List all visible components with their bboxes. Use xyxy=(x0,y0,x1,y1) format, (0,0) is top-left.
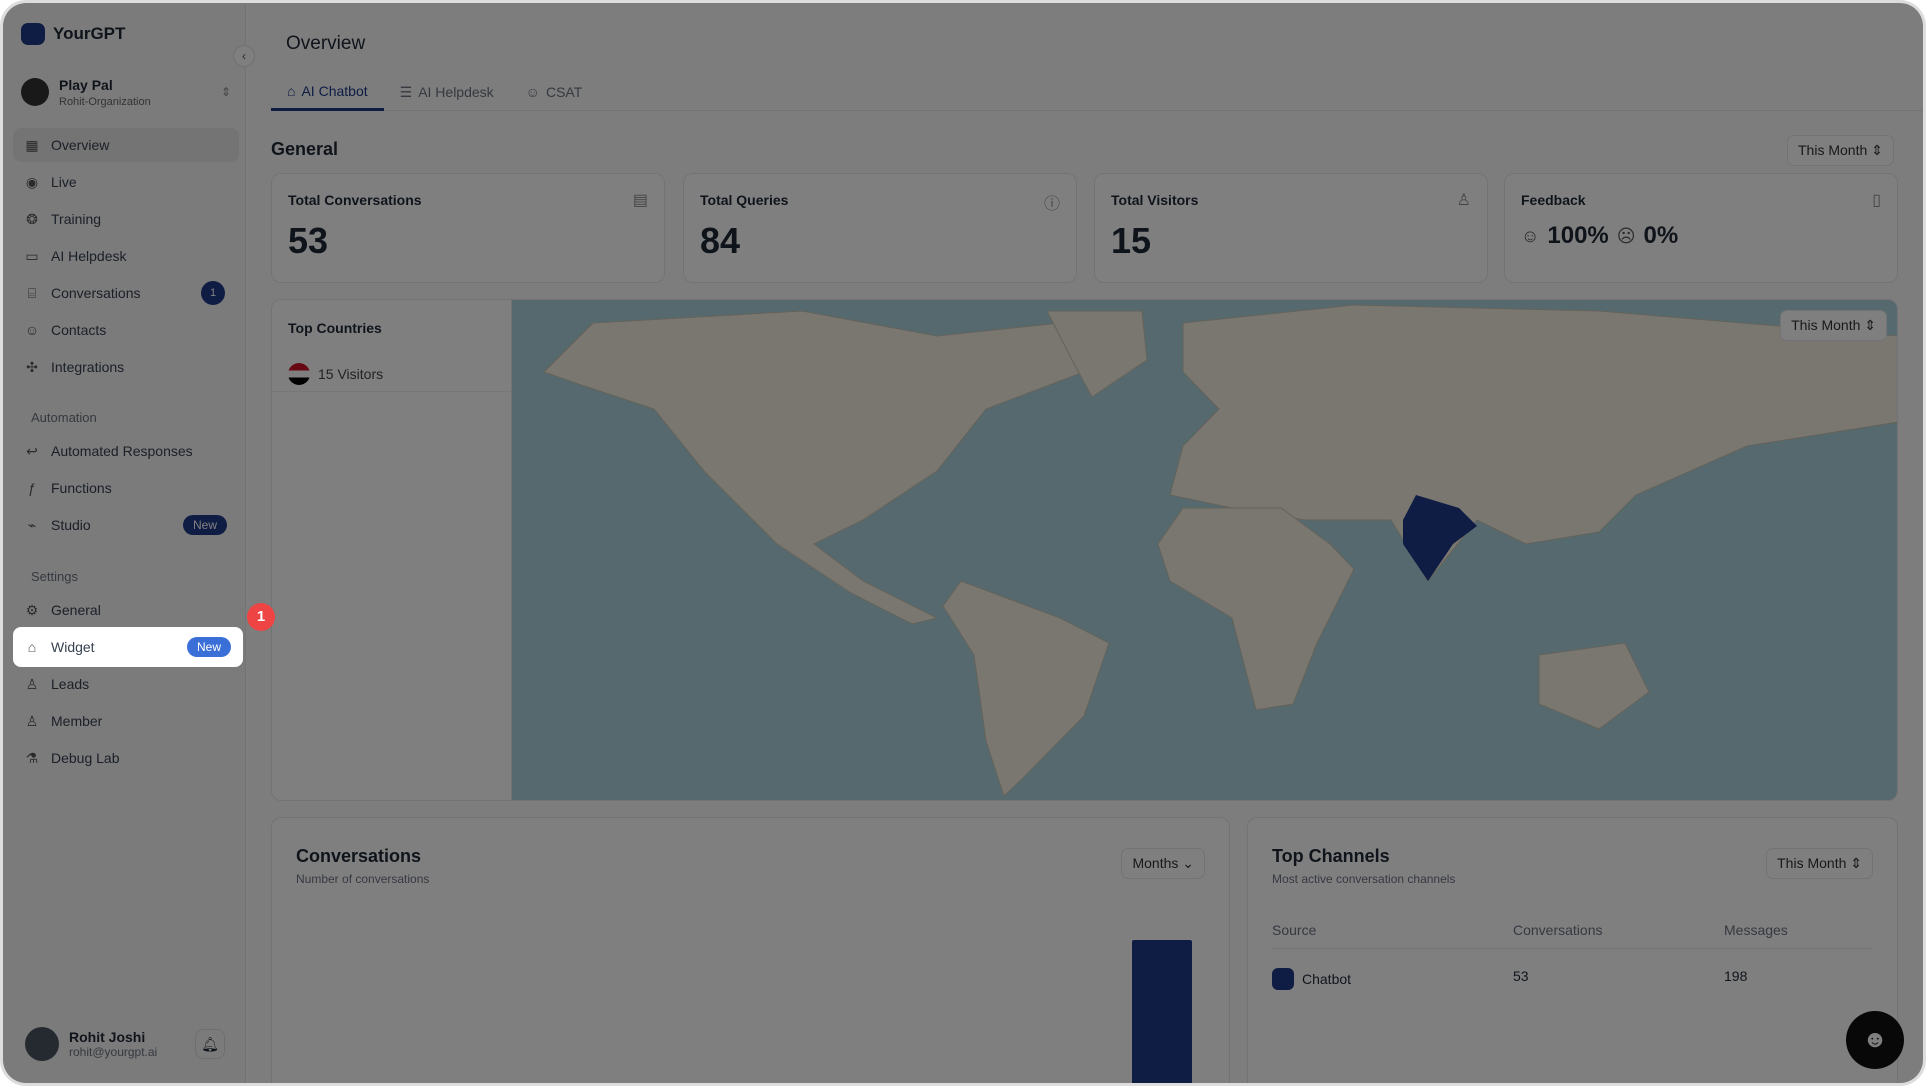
nav-label: Widget xyxy=(51,639,95,655)
tutorial-step-marker: 1 xyxy=(247,603,275,631)
sidebar-item-widget[interactable]: ⌂ Widget New xyxy=(13,627,243,667)
robot-icon: ⌂ xyxy=(27,639,37,655)
tutorial-overlay xyxy=(3,3,1923,1083)
new-badge: New xyxy=(186,637,231,657)
